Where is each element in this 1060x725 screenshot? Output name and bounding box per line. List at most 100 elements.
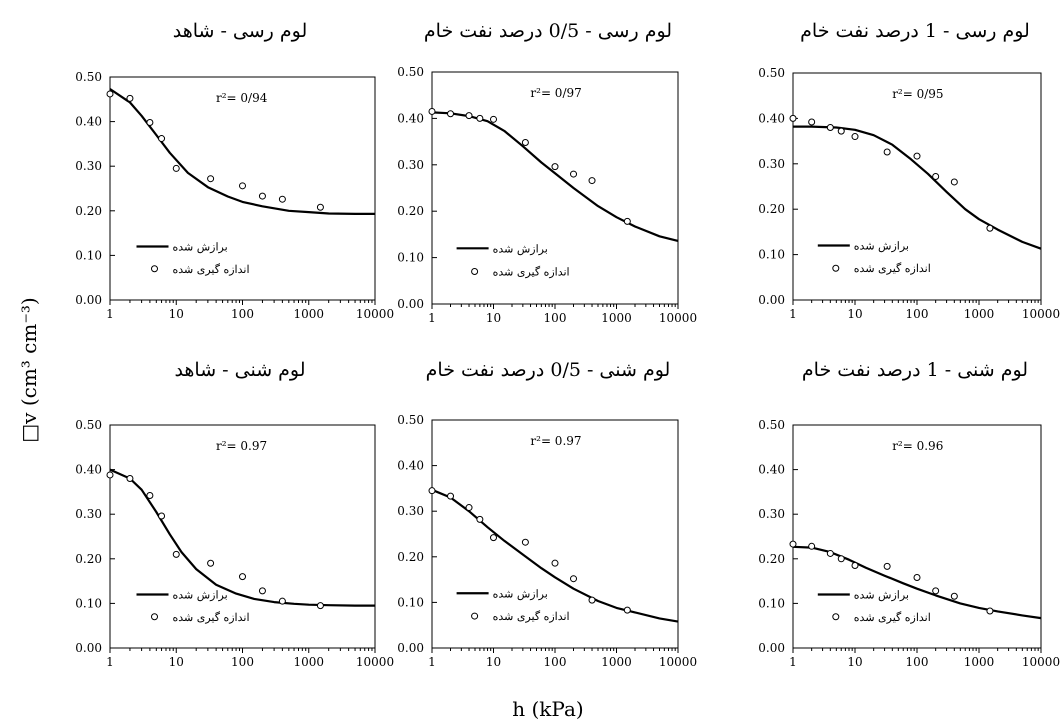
- legend-marker-swatch: [152, 614, 158, 620]
- r-squared-label: r²= 0.97: [530, 434, 581, 448]
- y-tick-label: 0.40: [75, 463, 102, 477]
- measured-point: [987, 608, 993, 614]
- measured-point: [987, 225, 993, 231]
- measured-point: [589, 597, 595, 603]
- y-tick-label: 0.50: [758, 66, 785, 80]
- y-tick-label: 0.20: [75, 552, 102, 566]
- fitted-curve: [110, 470, 375, 606]
- x-tick-label: 10000: [659, 311, 697, 325]
- x-tick-label: 1: [428, 655, 436, 669]
- x-tick-label: 10000: [1022, 655, 1060, 669]
- y-tick-label: 0.40: [397, 111, 424, 125]
- x-tick-label: 1: [428, 311, 436, 325]
- measured-point: [838, 556, 844, 562]
- measured-point: [571, 576, 577, 582]
- x-axis-title: h (kPa): [512, 697, 583, 721]
- fitted-curve: [110, 89, 375, 214]
- x-tick-label: 10: [486, 655, 501, 669]
- measured-point: [951, 593, 957, 599]
- y-tick-label: 0.10: [397, 251, 424, 265]
- measured-point: [317, 603, 323, 609]
- measured-point: [884, 563, 890, 569]
- x-tick-label: 10: [847, 655, 862, 669]
- legend-label-measured: اندازه گیری شده: [173, 611, 250, 624]
- panel-title: لوم رسی - 1 درصد نفت خام: [800, 20, 1030, 42]
- x-tick-label: 1: [106, 307, 114, 321]
- legend-marker-swatch: [472, 613, 478, 619]
- measured-point: [477, 516, 483, 522]
- y-tick-label: 0.50: [397, 65, 424, 79]
- measured-point: [127, 476, 133, 482]
- y-tick-label: 0.20: [397, 550, 424, 564]
- y-tick-label: 0.10: [758, 596, 785, 610]
- legend-label-measured: اندازه گیری شده: [854, 611, 931, 624]
- measured-point: [173, 165, 179, 171]
- measured-point: [279, 598, 285, 604]
- measured-point: [914, 153, 920, 159]
- y-tick-label: 0.10: [397, 595, 424, 609]
- x-tick-label: 1000: [293, 307, 324, 321]
- measured-point: [914, 575, 920, 581]
- x-tick-label: 10: [847, 307, 862, 321]
- measured-point: [159, 513, 165, 519]
- measured-point: [809, 543, 815, 549]
- y-tick-label: 0.30: [397, 158, 424, 172]
- measured-point: [552, 164, 558, 170]
- y-tick-label: 0.30: [397, 504, 424, 518]
- measured-point: [933, 174, 939, 180]
- x-tick-label: 1000: [601, 311, 632, 325]
- x-tick-label: 1: [789, 307, 797, 321]
- x-tick-label: 1000: [293, 655, 324, 669]
- r-squared-label: r²= 0/97: [530, 86, 581, 100]
- y-tick-label: 0.40: [758, 111, 785, 125]
- measured-point: [589, 178, 595, 184]
- fitted-curve: [793, 547, 1041, 618]
- x-tick-label: 100: [544, 655, 567, 669]
- y-tick-label: 0.00: [758, 641, 785, 655]
- r-squared-label: r²= 0/95: [892, 87, 943, 101]
- measured-point: [809, 119, 815, 125]
- y-tick-label: 0.00: [75, 293, 102, 307]
- panel-title: لوم رسی - شاهد: [173, 20, 308, 42]
- measured-point: [147, 119, 153, 125]
- y-tick-label: 0.50: [758, 418, 785, 432]
- panel-6: لوم شنی - 1 درصد نفت خام 0.00 0.10 0.20 0.30…: [758, 359, 1060, 669]
- x-tick-label: 10: [486, 311, 501, 325]
- legend-label-fitted: برازش شده: [173, 240, 228, 253]
- x-tick-label: 10000: [659, 655, 697, 669]
- measured-point: [491, 535, 497, 541]
- measured-point: [107, 91, 113, 97]
- y-axis-title: □v (cm³ cm⁻³): [17, 297, 41, 442]
- legend-marker-swatch: [472, 269, 478, 275]
- measured-point: [552, 560, 558, 566]
- y-tick-label: 0.50: [75, 418, 102, 432]
- y-tick-label: 0.30: [75, 159, 102, 173]
- x-tick-label: 1000: [601, 655, 632, 669]
- measured-point: [159, 136, 165, 142]
- x-tick-label: 10: [169, 307, 184, 321]
- legend-label-measured: اندازه گیری شده: [493, 266, 570, 279]
- measured-point: [933, 588, 939, 594]
- measured-point: [852, 562, 858, 568]
- legend-label-measured: اندازه گیری شده: [173, 263, 250, 276]
- x-tick-label: 1: [106, 655, 114, 669]
- measured-point: [491, 116, 497, 122]
- measured-point: [827, 124, 833, 130]
- x-tick-label: 100: [906, 655, 929, 669]
- measured-point: [790, 115, 796, 121]
- x-tick-label: 100: [906, 307, 929, 321]
- panel-2: لوم رسی - 0/5 درصد نفت خام 0.00 0.10 0.20 0.…: [397, 20, 697, 325]
- y-tick-label: 0.40: [75, 115, 102, 129]
- measured-point: [429, 108, 435, 114]
- y-tick-label: 0.00: [758, 293, 785, 307]
- measured-point: [951, 179, 957, 185]
- measured-point: [624, 607, 630, 613]
- measured-point: [208, 560, 214, 566]
- legend-marker-swatch: [152, 266, 158, 272]
- measured-point: [240, 183, 246, 189]
- y-tick-label: 0.10: [75, 596, 102, 610]
- x-tick-label: 10000: [1022, 307, 1060, 321]
- legend-label-fitted: برازش شده: [854, 240, 909, 253]
- y-tick-label: 0.40: [758, 463, 785, 477]
- measured-point: [429, 488, 435, 494]
